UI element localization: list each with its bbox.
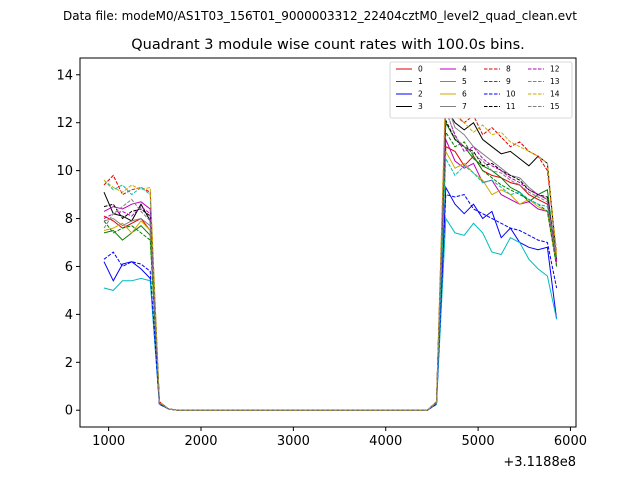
series-line-7 — [103, 100, 558, 411]
legend-label-13: 13 — [550, 77, 560, 86]
series-line-10 — [103, 193, 558, 411]
legend-box — [389, 61, 573, 119]
y-tick-label: 4 — [65, 308, 73, 323]
chart-suptitle: Data file: modeM0/AS1T03_156T01_90000033… — [63, 9, 577, 23]
legend-label-7: 7 — [462, 102, 467, 111]
series-line-8 — [103, 91, 558, 411]
legend-label-8: 8 — [506, 65, 511, 74]
x-tick-label: 6000 — [554, 434, 587, 449]
legend-label-14: 14 — [550, 90, 560, 99]
series-line-12 — [103, 110, 558, 411]
legend-label-10: 10 — [506, 90, 516, 99]
y-tick-label: 14 — [56, 68, 73, 83]
series-line-2 — [103, 185, 558, 411]
y-tick-label: 0 — [65, 404, 73, 419]
series-line-0 — [103, 145, 558, 411]
x-offset-label: +3.1188e8 — [503, 455, 576, 470]
y-tick-label: 8 — [65, 212, 73, 227]
series-line-3 — [103, 106, 558, 411]
legend-label-3: 3 — [418, 102, 423, 111]
legend-label-2: 2 — [418, 90, 423, 99]
y-tick-label: 10 — [56, 164, 73, 179]
y-tick-label: 2 — [65, 356, 73, 371]
x-tick-label: 5000 — [462, 434, 495, 449]
x-tick-label: 2000 — [184, 434, 217, 449]
series-line-6 — [103, 149, 558, 411]
axes-frame — [79, 57, 577, 428]
series-line-9 — [103, 130, 558, 411]
x-tick-label: 3000 — [277, 434, 310, 449]
legend-label-0: 0 — [418, 65, 423, 74]
series-lines — [103, 79, 558, 411]
legend-label-11: 11 — [506, 102, 516, 111]
x-tick-label: 4000 — [369, 434, 402, 449]
y-axis: 0 2 4 6 8 10 12 14 — [56, 68, 80, 419]
legend-label-4: 4 — [462, 65, 467, 74]
series-line-15 — [103, 108, 558, 411]
chart-title: Quadrant 3 module wise count rates with … — [131, 37, 525, 53]
series-line-5 — [103, 216, 558, 411]
legend-label-12: 12 — [550, 65, 560, 74]
legend-label-6: 6 — [462, 90, 467, 99]
series-line-13 — [103, 156, 558, 411]
legend-label-15: 15 — [550, 102, 560, 111]
y-tick-label: 12 — [56, 116, 73, 131]
y-tick-label: 6 — [65, 260, 73, 275]
x-axis: 1000 2000 3000 4000 5000 6000 — [92, 427, 587, 449]
series-line-4 — [103, 139, 558, 411]
legend-label-9: 9 — [506, 77, 511, 86]
series-line-1 — [103, 120, 558, 411]
legend-label-5: 5 — [462, 77, 467, 86]
x-tick-label: 1000 — [92, 434, 125, 449]
legend-label-1: 1 — [418, 77, 423, 86]
